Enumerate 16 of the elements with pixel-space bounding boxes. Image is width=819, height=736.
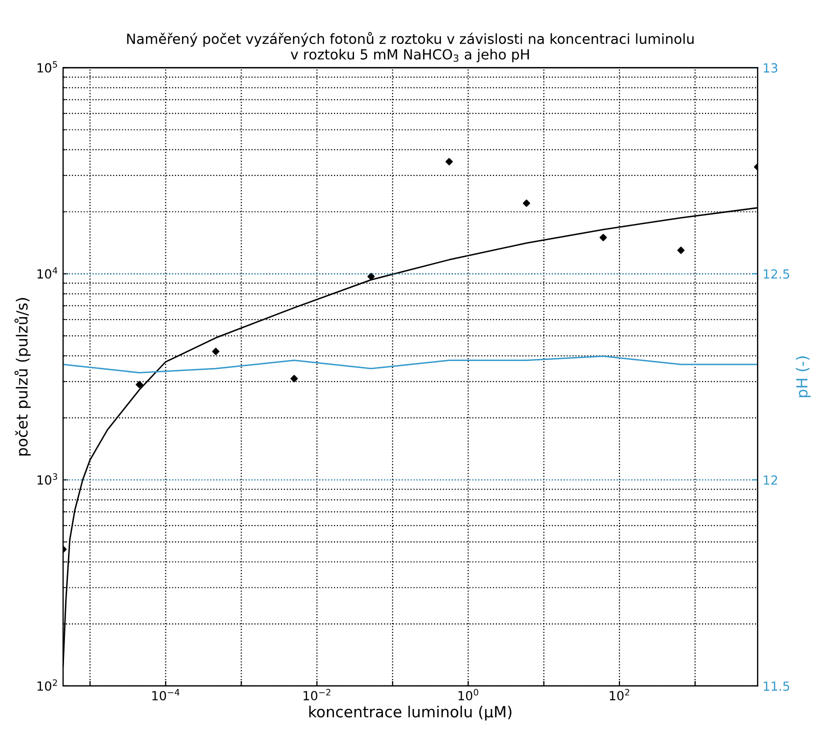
y2-tick-label: 11.5: [764, 682, 790, 691]
x-axis-title: koncentrace luminolu (µM): [309, 706, 512, 720]
y2-axis-title: pH (-): [796, 356, 811, 398]
y2-tick-label: 13: [764, 63, 778, 73]
y2-tick-label: 12.5: [764, 269, 790, 279]
y-tick-label: 10$^{3}$: [38, 473, 58, 485]
x-tick-label: 10$^{0}$: [458, 688, 478, 700]
chart-title: Naměřený počet vyzářených fotonů z roztoku v závislosti na koncentraci luminolu v roztoku 5 mM NaHCO$_{3}$ a jeho pH: [127, 32, 694, 62]
y-tick-label: 10$^{5}$: [38, 61, 58, 73]
y-axis-title: počet pulzů (pulzů/s): [14, 298, 31, 456]
x-tick-label: 10$^{−2}$: [304, 688, 330, 700]
x-tick-label: 10$^{−4}$: [152, 689, 180, 700]
y-tick-label: 10$^{2}$: [38, 679, 57, 691]
y-tick-label: 10$^{4}$: [38, 267, 58, 279]
y2-tick-label: 12: [764, 475, 778, 485]
x-tick-label: 10$^{2}$: [610, 688, 630, 700]
